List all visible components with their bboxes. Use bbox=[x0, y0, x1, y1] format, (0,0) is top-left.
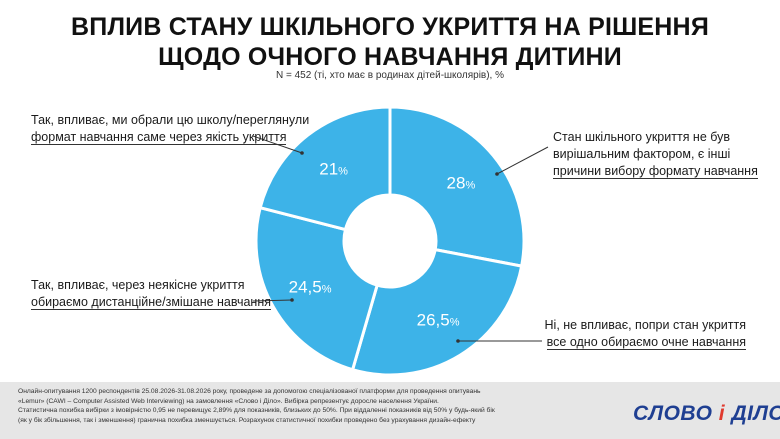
slice-label-4: Так, впливає, ми обрали цю школу/перегля… bbox=[31, 112, 309, 146]
donut-slice-3 bbox=[254, 205, 380, 372]
leader-line-2-dot bbox=[456, 339, 460, 343]
slice-label-2-line-2: все одно обираємо очне навчання bbox=[546, 335, 746, 350]
logo-word-2: ДІЛО bbox=[731, 402, 780, 425]
leader-line-3-dot bbox=[290, 298, 294, 302]
slice-label-1-line-3: причини вибору формату навчання bbox=[553, 164, 758, 179]
methodology-line-2: «Lemur» (CAWI – Computer Assisted Web In… bbox=[18, 397, 439, 405]
slice-label-4-line-2: формат навчання саме через якість укритт… bbox=[31, 130, 287, 145]
donut-slice-4 bbox=[258, 105, 392, 232]
slice-value-4: 21% bbox=[319, 159, 348, 178]
methodology-line-4: (як у бік збільшення, так і зменшення) г… bbox=[18, 416, 476, 424]
slice-label-1-line-2: вирішальним фактором, є інші bbox=[553, 147, 731, 161]
slice-label-2: Ні, не впливає, попри стан укриття все о… bbox=[543, 317, 746, 351]
slice-label-3-line-2: обираємо дистанційне/змішане навчання bbox=[31, 295, 271, 310]
slice-label-1-line-1: Стан шкільного укриття не був bbox=[553, 130, 731, 144]
title-line-1: ВПЛИВ СТАНУ ШКІЛЬНОГО УКРИТТЯ НА РІШЕННЯ bbox=[71, 13, 709, 41]
slice-value-1: 28% bbox=[447, 173, 476, 192]
slice-label-3: Так, впливає, через неякісне укриття оби… bbox=[31, 277, 271, 311]
slice-label-4-line-1: Так, впливає, ми обрали цю школу/перегля… bbox=[31, 113, 310, 127]
brand-logo: СЛОВО і ДІЛО bbox=[633, 402, 780, 426]
slice-value-3: 24,5% bbox=[289, 278, 332, 297]
title-line-2: ЩОДО ОЧНОГО НАВЧАННЯ ДИТИНИ bbox=[158, 43, 622, 71]
logo-word-1: СЛОВО bbox=[633, 402, 713, 425]
chart-title: ВПЛИВ СТАНУ ШКІЛЬНОГО УКРИТТЯ НА РІШЕННЯ… bbox=[60, 12, 720, 72]
slice-label-3-line-1: Так, впливає, через неякісне укриття bbox=[31, 278, 245, 292]
leader-line-1 bbox=[496, 146, 549, 175]
slice-value-2: 26,5% bbox=[417, 310, 460, 329]
footer: Онлайн-опитування 1200 респондентів 25.0… bbox=[0, 382, 780, 439]
donut-chart: 28% 26,5% 24,5% 21% bbox=[252, 105, 549, 377]
chart-subtitle: N = 452 (ті, хто має в родинах дітей-шко… bbox=[275, 70, 505, 81]
donut-slice-2 bbox=[350, 247, 524, 377]
leader-line-4 bbox=[252, 135, 303, 154]
leader-line-4-dot bbox=[300, 151, 304, 155]
donut-slice-1 bbox=[388, 105, 526, 268]
leader-line-3 bbox=[252, 299, 293, 302]
methodology-line-3: Статистична похибка вибірки з імовірніст… bbox=[18, 407, 495, 415]
slice-label-1: Стан шкільного укриття не був вирішальни… bbox=[553, 129, 758, 180]
leader-line-1-dot bbox=[495, 172, 499, 176]
logo-separator: і bbox=[718, 402, 726, 425]
methodology-note: Онлайн-опитування 1200 респондентів 25.0… bbox=[18, 387, 578, 425]
slice-label-2-line-1: Ні, не впливає, попри стан укриття bbox=[544, 318, 746, 332]
methodology-line-1: Онлайн-опитування 1200 респондентів 25.0… bbox=[18, 388, 481, 395]
